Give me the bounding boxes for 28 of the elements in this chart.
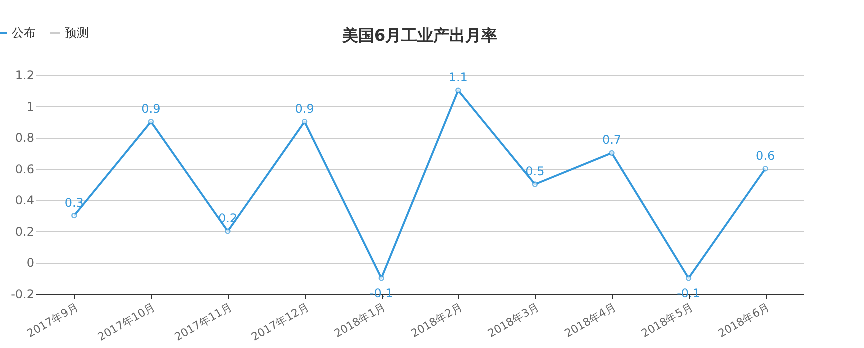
point — [225, 228, 231, 234]
legend-label: 预测 — [65, 26, 89, 40]
point — [609, 150, 615, 156]
point — [302, 119, 308, 125]
chart-title: 美国6月工业产出月率 — [341, 26, 498, 45]
data-label: 0.3 — [64, 196, 84, 210]
data-label: 1.1 — [448, 70, 468, 85]
data-label: 0.9 — [295, 102, 314, 116]
y-tick-label: 1 — [26, 100, 34, 114]
legend-label: 公布 — [12, 26, 36, 40]
point — [762, 166, 768, 172]
point — [532, 182, 538, 188]
y-tick-label: 0.6 — [15, 162, 34, 176]
y-tick-label: 0.2 — [15, 224, 34, 239]
point — [378, 276, 384, 282]
y-tick-label: 0.8 — [15, 131, 34, 146]
data-label: 0.5 — [526, 164, 545, 178]
point — [456, 88, 462, 94]
y-tick-label: -0.2 — [11, 288, 34, 302]
point — [72, 212, 78, 219]
point — [686, 276, 692, 282]
data-label: 0.7 — [602, 133, 622, 148]
point — [148, 119, 154, 125]
y-tick-label: 1.2 — [15, 68, 34, 82]
y-tick-label: 0 — [26, 256, 34, 270]
y-tick-label: 0.4 — [15, 194, 34, 208]
data-label: 0.9 — [142, 102, 161, 116]
data-label: 0.6 — [756, 148, 776, 163]
